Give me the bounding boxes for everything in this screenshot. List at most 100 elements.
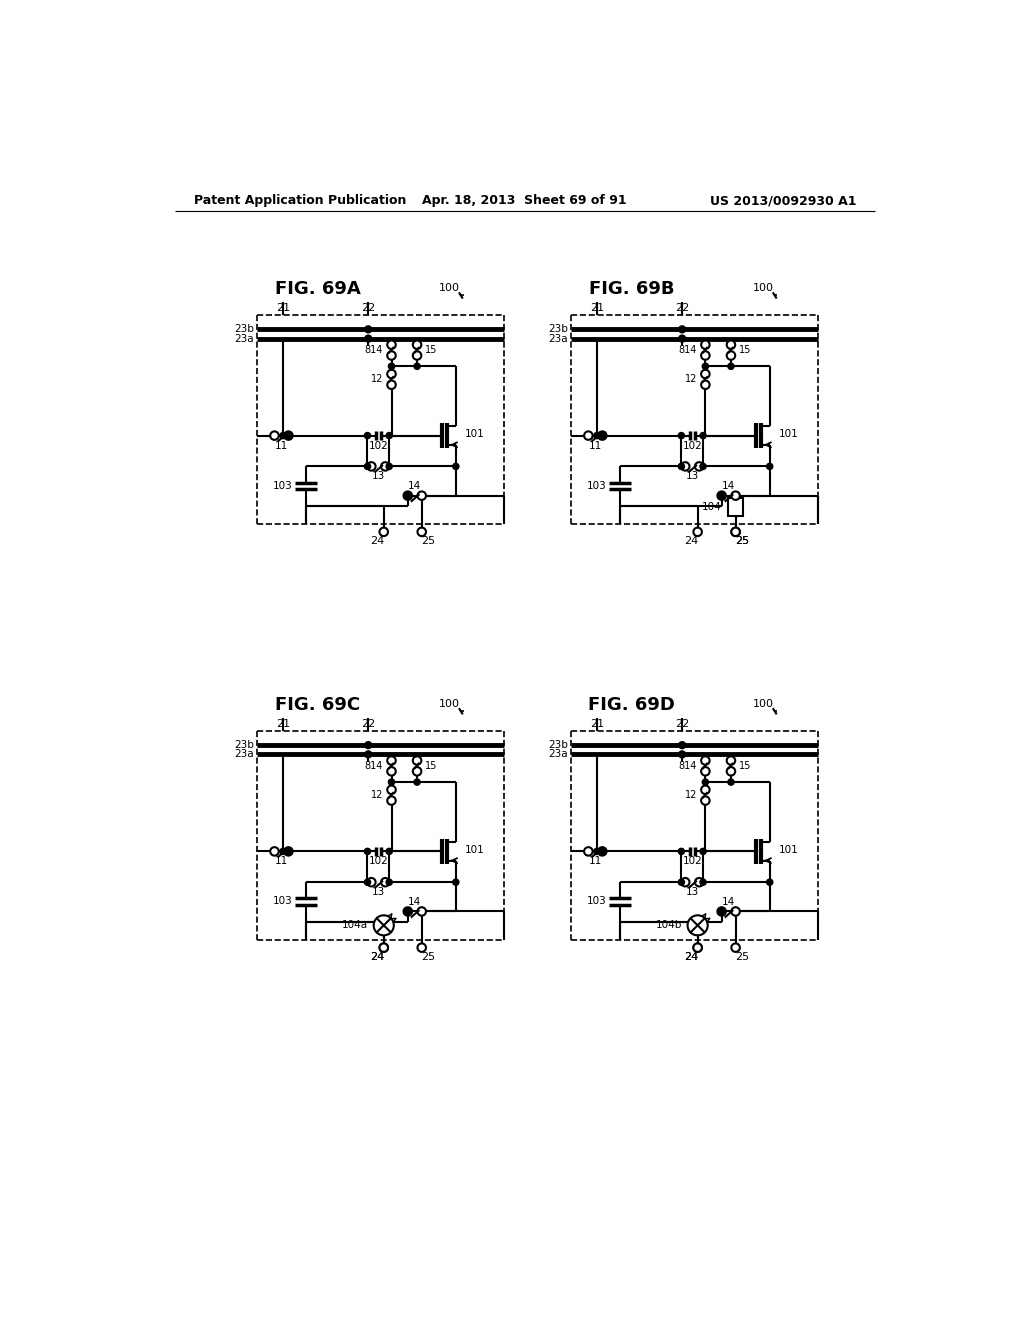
Text: 101: 101 xyxy=(465,429,485,440)
Text: 22: 22 xyxy=(675,302,689,313)
Circle shape xyxy=(413,341,421,348)
Circle shape xyxy=(679,751,686,758)
Circle shape xyxy=(598,847,606,855)
Circle shape xyxy=(693,944,701,952)
Text: 14: 14 xyxy=(409,898,421,907)
Circle shape xyxy=(380,944,388,952)
Text: 103: 103 xyxy=(587,480,606,491)
Circle shape xyxy=(418,491,426,500)
Circle shape xyxy=(270,847,279,855)
Circle shape xyxy=(387,796,395,805)
Text: 24: 24 xyxy=(684,952,698,962)
Circle shape xyxy=(374,915,394,936)
Text: 11: 11 xyxy=(589,857,602,866)
Circle shape xyxy=(678,463,684,470)
Text: 814: 814 xyxy=(679,760,697,771)
Circle shape xyxy=(599,849,605,854)
Circle shape xyxy=(386,849,392,854)
Text: 13: 13 xyxy=(372,887,385,898)
Circle shape xyxy=(365,849,371,854)
Circle shape xyxy=(700,433,707,438)
Text: 12: 12 xyxy=(372,375,384,384)
Text: 102: 102 xyxy=(682,857,702,866)
Circle shape xyxy=(678,879,684,886)
Circle shape xyxy=(594,849,600,854)
Circle shape xyxy=(678,849,684,854)
Circle shape xyxy=(728,779,734,785)
Circle shape xyxy=(727,351,735,360)
Circle shape xyxy=(700,879,707,886)
Text: 21: 21 xyxy=(590,718,604,729)
Text: 814: 814 xyxy=(365,760,383,771)
Circle shape xyxy=(701,785,710,795)
Circle shape xyxy=(719,492,725,499)
Circle shape xyxy=(365,751,372,758)
Text: 22: 22 xyxy=(361,302,376,313)
Circle shape xyxy=(286,849,292,854)
Text: 24: 24 xyxy=(684,952,698,962)
Text: 21: 21 xyxy=(590,302,604,313)
Circle shape xyxy=(453,879,459,886)
Circle shape xyxy=(380,944,388,952)
Circle shape xyxy=(702,779,709,785)
Text: 21: 21 xyxy=(275,718,290,729)
Text: 23a: 23a xyxy=(234,750,254,759)
Circle shape xyxy=(286,433,292,438)
Circle shape xyxy=(599,433,605,438)
Circle shape xyxy=(365,335,372,342)
Text: 100: 100 xyxy=(753,698,774,709)
Text: 11: 11 xyxy=(274,857,288,866)
Circle shape xyxy=(731,944,740,952)
Circle shape xyxy=(387,351,395,360)
Circle shape xyxy=(693,528,701,536)
Circle shape xyxy=(731,528,740,536)
Circle shape xyxy=(365,742,372,748)
Text: 11: 11 xyxy=(274,441,288,450)
Circle shape xyxy=(695,878,703,887)
Circle shape xyxy=(386,433,392,438)
Circle shape xyxy=(679,335,686,342)
Circle shape xyxy=(418,944,426,952)
Circle shape xyxy=(681,878,689,887)
Text: 104a: 104a xyxy=(342,920,369,931)
Text: 100: 100 xyxy=(439,282,460,293)
Text: 15: 15 xyxy=(738,760,751,771)
Text: FIG. 69B: FIG. 69B xyxy=(589,280,675,298)
Text: 23b: 23b xyxy=(234,741,254,750)
Circle shape xyxy=(387,380,395,389)
Circle shape xyxy=(702,363,709,370)
Text: FIG. 69C: FIG. 69C xyxy=(275,696,360,714)
Text: 103: 103 xyxy=(272,480,292,491)
Text: 25: 25 xyxy=(421,952,435,962)
Circle shape xyxy=(731,528,740,536)
Text: 14: 14 xyxy=(409,482,421,491)
Text: 12: 12 xyxy=(372,791,384,800)
Text: 23a: 23a xyxy=(549,750,568,759)
Text: 814: 814 xyxy=(365,345,383,355)
Circle shape xyxy=(414,779,420,785)
Circle shape xyxy=(700,463,707,470)
Circle shape xyxy=(727,341,735,348)
Text: 25: 25 xyxy=(735,536,749,546)
Text: FIG. 69A: FIG. 69A xyxy=(275,280,360,298)
Text: 102: 102 xyxy=(369,857,388,866)
Circle shape xyxy=(598,432,606,440)
Text: 23b: 23b xyxy=(548,741,568,750)
Circle shape xyxy=(414,363,420,370)
Circle shape xyxy=(386,879,392,886)
Text: 102: 102 xyxy=(369,441,388,450)
Text: 100: 100 xyxy=(439,698,460,709)
Text: 12: 12 xyxy=(685,791,697,800)
Circle shape xyxy=(701,767,710,776)
Circle shape xyxy=(678,433,684,438)
Circle shape xyxy=(767,463,773,470)
Circle shape xyxy=(280,849,286,854)
Text: 23a: 23a xyxy=(549,334,568,343)
Text: 101: 101 xyxy=(465,845,485,855)
Text: 23b: 23b xyxy=(234,325,254,334)
Circle shape xyxy=(731,907,740,916)
Circle shape xyxy=(679,326,686,333)
Text: 814: 814 xyxy=(679,345,697,355)
Circle shape xyxy=(365,433,371,438)
Text: 103: 103 xyxy=(587,896,606,907)
